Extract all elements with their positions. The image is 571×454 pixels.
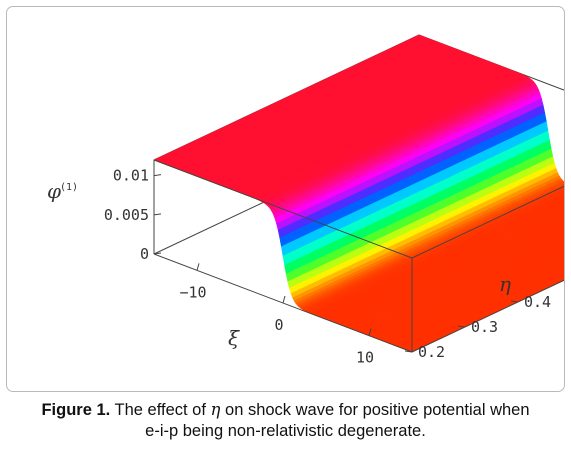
box-edge-right-top: [411, 185, 564, 259]
x-tick-label: −10: [179, 283, 206, 301]
z-axis-label-superscript: (1): [60, 182, 78, 193]
x-tick-label: 0: [274, 316, 283, 334]
y-tick-label: 0.3: [471, 318, 498, 336]
caption-text-before: The effect of: [114, 401, 206, 419]
y-tick-mark: [457, 325, 466, 328]
x-axis-label: ξ: [228, 326, 240, 350]
z-tick-label: 0.01: [113, 167, 149, 185]
caption-line-2: e-i-p being non-relativistic degenerate.: [145, 422, 426, 440]
y-tick-label: 0.4: [524, 293, 551, 311]
z-tick-mark: [153, 252, 162, 255]
figure-caption: Figure 1. The effect of η on shock wave …: [0, 399, 571, 442]
z-tick-label: 0.005: [104, 206, 149, 224]
z-tick-mark: [153, 213, 162, 216]
x-tick-mark: [368, 328, 372, 336]
z-axis-label: φ: [47, 179, 61, 203]
z-tick-label: 0: [140, 245, 149, 263]
z-tick-mark: [153, 174, 162, 177]
y-axis-label: η: [499, 272, 511, 296]
x-tick-mark: [196, 263, 200, 271]
caption-label: Figure 1.: [41, 401, 111, 419]
y-tick-mark: [510, 300, 519, 303]
box-edge-right-bottom: [411, 279, 564, 353]
x-tick-mark: [282, 295, 286, 304]
box-edge-front-top: [153, 159, 413, 259]
y-tick-mark: [404, 350, 413, 353]
caption-text-after: on shock wave for positive potential whe…: [225, 401, 530, 419]
surface-strip: [303, 187, 564, 312]
y-tick-label: 0.2: [418, 343, 445, 361]
shock-wave-surface: [153, 34, 564, 353]
surface-strip: [300, 183, 564, 310]
x-tick-label: 10: [356, 349, 374, 367]
surface-strip: [296, 180, 564, 308]
surface-strip: [298, 181, 564, 309]
caption-symbol: η: [210, 400, 221, 419]
